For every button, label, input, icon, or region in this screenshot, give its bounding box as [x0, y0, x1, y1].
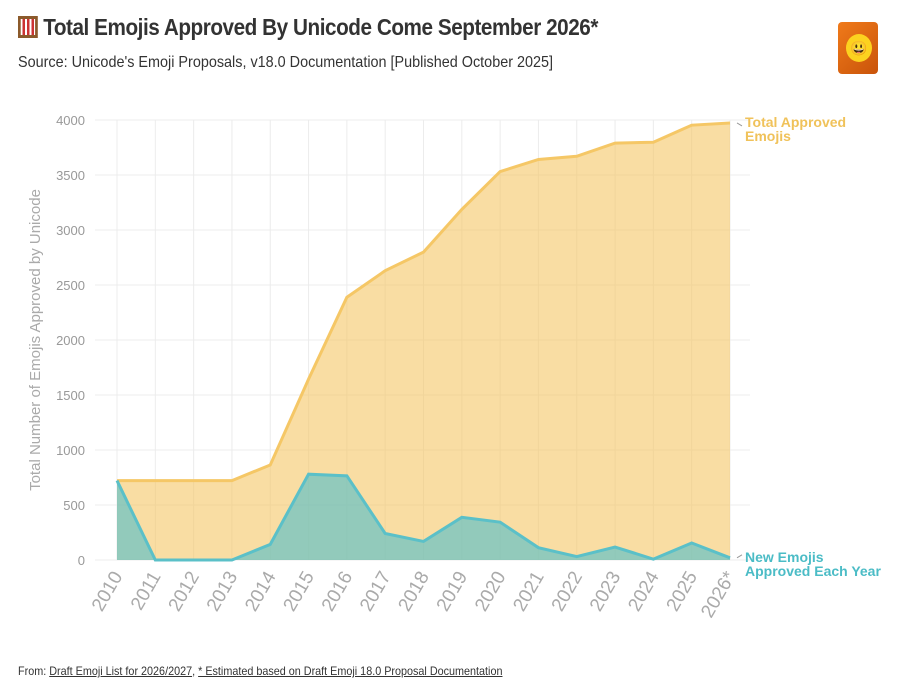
- footer: From: Draft Emoji List for 2026/2027, * …: [18, 664, 502, 678]
- y-tick-label: 500: [63, 498, 85, 513]
- x-tick-label: 2013: [203, 568, 242, 615]
- x-tick-label: 2025: [663, 568, 702, 615]
- x-tick-label: 2018: [395, 568, 434, 615]
- x-tick-label: 2014: [241, 568, 281, 615]
- legend-label-line1: Total Approved: [745, 114, 846, 130]
- x-tick-label: 2010: [88, 568, 127, 615]
- x-tick-label: 2021: [509, 568, 548, 615]
- x-tick-label: 2023: [586, 568, 625, 615]
- legend-label-line2: Emojis: [745, 128, 791, 144]
- legend-label-line1: New Emojis: [745, 549, 824, 565]
- chart-title: Total Emojis Approved By Unicode Come Se…: [18, 14, 598, 41]
- draft-list-link[interactable]: Draft Emoji List for 2026/2027: [49, 664, 193, 678]
- series-area-total: [117, 122, 730, 560]
- legend-leader: [736, 554, 743, 559]
- x-tick-label: 2026*: [697, 567, 740, 621]
- x-tick-label: 2015: [280, 568, 319, 615]
- abacus-icon: [18, 16, 38, 38]
- footer-separator: ,: [192, 664, 196, 678]
- chart-subtitle: Source: Unicode's Emoji Proposals, v18.0…: [18, 54, 554, 71]
- y-tick-label: 2500: [56, 278, 85, 293]
- title-text: Total Emojis Approved By Unicode Come Se…: [43, 14, 598, 40]
- x-tick-label: 2019: [433, 568, 472, 615]
- y-tick-label: 1000: [56, 443, 85, 458]
- y-tick-label: 4000: [56, 113, 85, 128]
- emoji-book-icon: 😃: [838, 22, 878, 74]
- legend-leader: [736, 122, 743, 127]
- y-axis-label: Total Number of Emojis Approved by Unico…: [27, 189, 44, 491]
- y-tick-label: 2000: [56, 333, 85, 348]
- y-tick-label: 0: [78, 553, 85, 568]
- x-tick-label: 2024: [624, 568, 664, 615]
- y-tick-label: 3500: [56, 168, 85, 183]
- estimate-note-link[interactable]: * Estimated based on Draft Emoji 18.0 Pr…: [198, 664, 503, 678]
- x-tick-label: 2011: [127, 568, 166, 614]
- x-tick-label: 2020: [471, 568, 510, 615]
- y-tick-label: 1500: [56, 388, 85, 403]
- x-tick-label: 2022: [548, 568, 587, 615]
- y-tick-label: 3000: [56, 223, 85, 238]
- x-tick-label: 2017: [356, 568, 395, 615]
- legend-label-line2: Approved Each Year: [745, 563, 881, 579]
- x-tick-label: 2012: [165, 568, 204, 615]
- footer-prefix: From:: [18, 664, 47, 678]
- series-line-new: [115, 472, 731, 562]
- x-tick-label: 2016: [318, 568, 357, 615]
- series-line-total: [117, 121, 731, 483]
